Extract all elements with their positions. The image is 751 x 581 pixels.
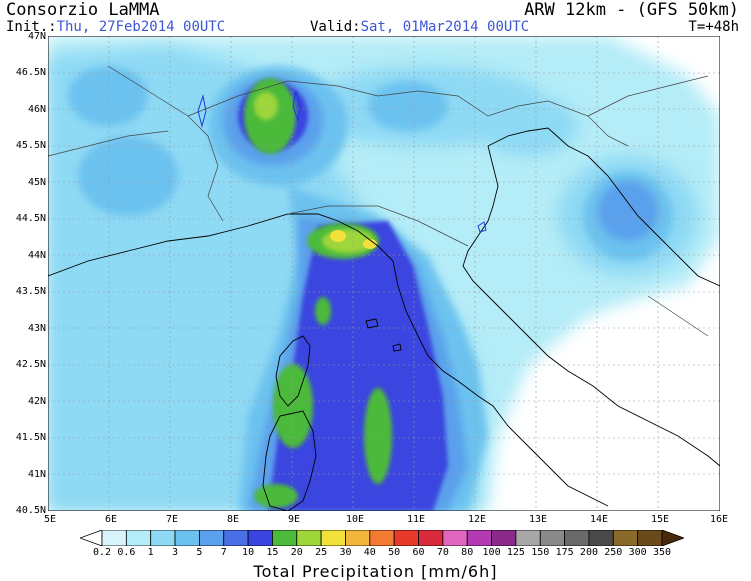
- colorbar-tick-label: 1: [147, 547, 154, 558]
- colorbar-swatch: [296, 530, 322, 546]
- colorbar-tick-label: 150: [531, 547, 550, 558]
- valid-label: Valid:: [310, 19, 361, 35]
- colorbar-tick-label: 0.6: [117, 547, 136, 558]
- lat-tick-label: 41N: [27, 469, 46, 480]
- lon-tick-label: 13E: [529, 514, 548, 525]
- colorbar-swatch: [418, 530, 444, 546]
- lon-tick-label: 9E: [288, 514, 301, 525]
- colorbar-tick-label: 60: [412, 547, 425, 558]
- colorbar-tick-label: 200: [579, 547, 598, 558]
- colorbar-tick-label: 300: [628, 547, 647, 558]
- lat-tick-label: 43N: [27, 323, 46, 334]
- colorbar-tick-label: 80: [461, 547, 474, 558]
- lat-tick-label: 45N: [27, 177, 46, 188]
- forecast-step: T=+48h: [688, 19, 739, 35]
- lat-tick-label: 44.5N: [15, 213, 46, 224]
- colorbar-swatch: [198, 530, 225, 546]
- colorbar-swatch: [125, 530, 152, 546]
- colorbar-swatch: [150, 530, 176, 546]
- colorbar: [80, 530, 684, 546]
- lat-tick-label: 44N: [27, 250, 46, 261]
- lat-tick-label: 46N: [27, 104, 46, 115]
- borders: [48, 65, 709, 337]
- colorbar-tick-label: 25: [315, 547, 328, 558]
- colorbar-tick-label: 250: [604, 547, 623, 558]
- colorbar-title: Total Precipitation [mm/6h]: [253, 562, 498, 581]
- lat-tick-label: 43.5N: [15, 286, 46, 297]
- colorbar-swatch: [345, 530, 371, 546]
- colorbar-swatch: [174, 530, 200, 546]
- precipitation-map: [48, 36, 720, 511]
- model-title: ARW 12km - (GFS 50km): [524, 0, 739, 20]
- colorbar-swatch: [223, 530, 249, 546]
- lon-tick-label: 6E: [105, 514, 118, 525]
- organization-title: Consorzio LaMMA: [6, 0, 160, 20]
- colorbar-swatch: [588, 530, 614, 546]
- colorbar-tick-label: 350: [652, 547, 672, 558]
- lakes: [197, 90, 487, 233]
- colorbar-swatch: [491, 530, 517, 546]
- colorbar-tick-label: 40: [363, 547, 376, 558]
- colorbar-tick-label: 3: [172, 547, 179, 558]
- colorbar-swatch: [442, 530, 468, 546]
- colorbar-swatch: [247, 530, 273, 546]
- colorbar-swatch: [637, 530, 663, 546]
- lon-tick-label: 5E: [44, 514, 57, 525]
- colorbar-swatch: [466, 530, 492, 546]
- colorbar-swatch: [272, 530, 298, 546]
- lon-tick-label: 10E: [346, 514, 365, 525]
- map-gridlines: [48, 36, 720, 511]
- lat-tick-label: 46.5N: [15, 67, 46, 78]
- lat-tick-label: 41.5N: [15, 432, 46, 443]
- lon-tick-label: 15E: [651, 514, 670, 525]
- init-value: Thu, 27Feb2014 00UTC: [56, 19, 226, 35]
- colorbar-arrow-right: [661, 530, 684, 546]
- colorbar-swatch: [320, 530, 346, 546]
- colorbar-arrow-left: [80, 530, 103, 546]
- colorbar-tick-label: 100: [482, 547, 501, 558]
- colorbar-swatch: [564, 530, 590, 546]
- init-label: Init.:: [6, 19, 57, 35]
- colorbar-swatch: [101, 530, 127, 546]
- colorbar-tick-label: 125: [506, 547, 525, 558]
- colorbar-tick-label: 70: [436, 547, 449, 558]
- coastlines: [48, 127, 720, 511]
- lat-tick-label: 47N: [27, 31, 46, 42]
- lon-tick-label: 14E: [590, 514, 609, 525]
- colorbar-swatch: [539, 530, 566, 546]
- colorbar-swatch: [612, 530, 639, 546]
- valid-value: Sat, 01Mar2014 00UTC: [360, 19, 530, 35]
- colorbar-swatch: [515, 530, 541, 546]
- lat-tick-label: 42.5N: [15, 359, 46, 370]
- colorbar-tick-label: 30: [339, 547, 352, 558]
- lon-tick-label: 12E: [468, 514, 487, 525]
- lat-tick-label: 42N: [27, 396, 46, 407]
- precip-field: [48, 36, 720, 511]
- colorbar-swatch: [393, 530, 419, 546]
- colorbar-tick-label: 7: [220, 547, 227, 558]
- colorbar-tick-label: 20: [290, 547, 303, 558]
- colorbar-tick-label: 175: [555, 547, 574, 558]
- init-time: Init.:Thu, 27Feb2014 00UTC: [6, 20, 225, 34]
- lon-tick-label: 11E: [407, 514, 426, 525]
- lon-tick-label: 7E: [166, 514, 179, 525]
- colorbar-tick-label: 50: [388, 547, 401, 558]
- valid-time: Valid:Sat, 01Mar2014 00UTC: [310, 20, 529, 34]
- colorbar-tick-label: 10: [242, 547, 255, 558]
- lat-tick-label: 45.5N: [15, 140, 46, 151]
- lon-tick-label: 8E: [227, 514, 240, 525]
- colorbar-swatch: [369, 530, 395, 546]
- lon-tick-label: 16E: [710, 514, 729, 525]
- colorbar-tick-label: 5: [196, 547, 203, 558]
- colorbar-tick-label: 0.2: [92, 547, 112, 558]
- lat-tick-label: 40.5N: [15, 505, 46, 516]
- colorbar-tick-label: 15: [266, 547, 279, 558]
